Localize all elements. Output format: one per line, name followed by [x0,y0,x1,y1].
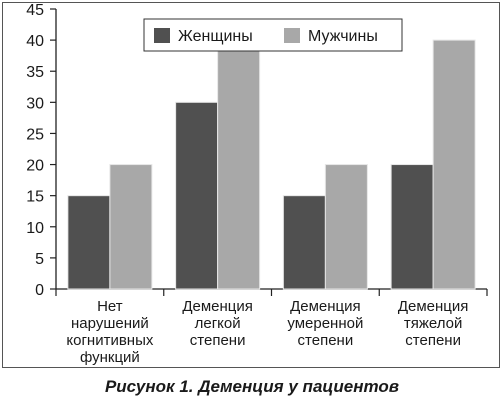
y-tick-label: 20 [26,158,44,175]
bar-women [390,164,434,290]
legend-box [143,18,403,52]
y-tick-label: 30 [26,95,44,112]
bar-men [109,164,153,290]
x-category-label: Деменция тяжелой степени [398,298,469,349]
y-tick-label: 25 [26,126,44,143]
x-category-label: Нет нарушений когнитивных функций [66,298,153,366]
legend-swatch [154,28,170,43]
bar-men [324,164,368,290]
legend-label: Мужчины [308,28,378,45]
legend-label: Женщины [178,28,253,45]
y-tick-label: 35 [26,64,44,81]
chart-frame: 0 5 10 15 20 25 30 35 40 45 Нет нарушений когнитивны… [2,2,500,368]
bar-women [175,101,219,290]
y-tick-label: 10 [26,220,44,237]
x-category-label: Деменция умеренной степени [287,298,363,349]
figure-caption: Рисунок 1. Деменция у пациентов [104,377,400,396]
y-tick-label: 5 [35,251,44,268]
y-tick-label: 45 [26,3,44,19]
y-tick-label: 40 [26,33,44,50]
x-category-label: Деменция легкой степени [182,298,253,349]
y-tick-label: 0 [35,282,44,299]
bar-women [282,195,326,290]
y-tick-label: 15 [26,189,44,206]
bar-chart: 0 5 10 15 20 25 30 35 40 45 Нет нарушений когнитивны… [26,3,488,366]
legend-swatch [284,28,300,43]
bar-women [67,195,111,290]
bar-men [217,39,261,290]
bar-men [432,39,476,290]
